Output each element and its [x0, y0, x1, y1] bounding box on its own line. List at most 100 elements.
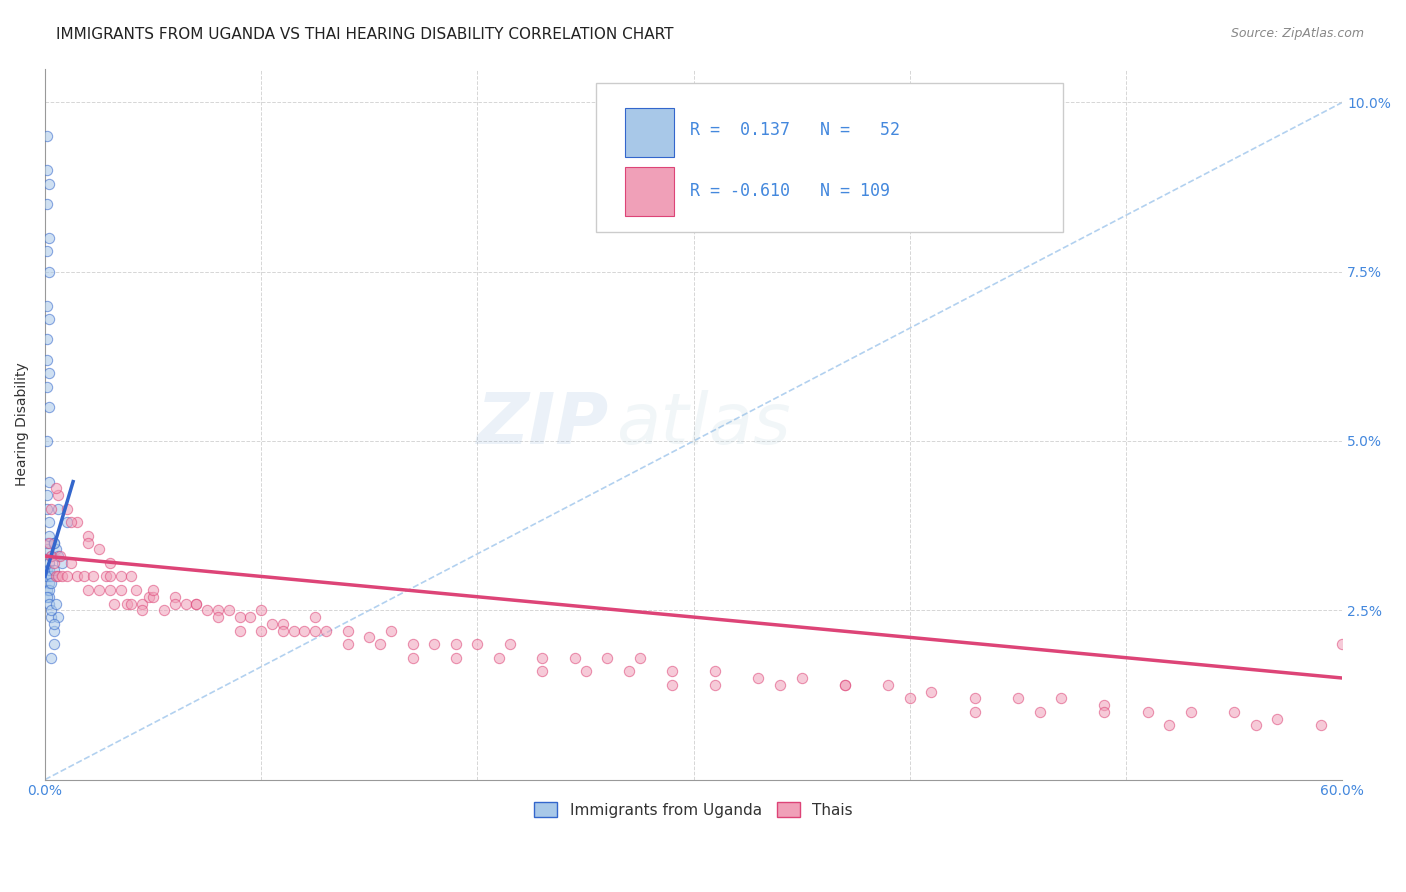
- Point: [1309, 718, 1331, 732]
- Point: [38, 556, 60, 570]
- Point: [423, 637, 446, 651]
- Point: [38, 590, 60, 604]
- Point: [49, 549, 72, 563]
- Point: [38, 582, 60, 597]
- Point: [163, 597, 186, 611]
- Point: [42, 616, 65, 631]
- Point: [163, 590, 186, 604]
- Point: [531, 665, 554, 679]
- Point: [98, 582, 121, 597]
- Point: [98, 556, 121, 570]
- Point: [239, 610, 262, 624]
- FancyBboxPatch shape: [596, 83, 1063, 232]
- Point: [94, 569, 117, 583]
- Point: [1094, 698, 1116, 712]
- Point: [41, 576, 63, 591]
- Point: [336, 624, 359, 638]
- Point: [55, 501, 77, 516]
- Point: [46, 488, 69, 502]
- Point: [42, 563, 65, 577]
- Point: [77, 535, 100, 549]
- Point: [45, 482, 67, 496]
- Point: [42, 556, 65, 570]
- Point: [38, 366, 60, 380]
- Point: [41, 610, 63, 624]
- Text: ZIP: ZIP: [477, 390, 609, 458]
- Point: [174, 597, 197, 611]
- Point: [42, 637, 65, 651]
- Point: [1331, 637, 1354, 651]
- Y-axis label: Hearing Disability: Hearing Disability: [15, 362, 30, 486]
- Point: [98, 569, 121, 583]
- Point: [87, 542, 110, 557]
- Point: [142, 582, 165, 597]
- Point: [55, 515, 77, 529]
- Point: [38, 177, 60, 191]
- Point: [769, 678, 792, 692]
- Point: [82, 569, 104, 583]
- Text: IMMIGRANTS FROM UGANDA VS THAI HEARING DISABILITY CORRELATION CHART: IMMIGRANTS FROM UGANDA VS THAI HEARING D…: [56, 27, 673, 42]
- Point: [37, 542, 59, 557]
- Point: [73, 569, 96, 583]
- Point: [37, 333, 59, 347]
- Point: [131, 603, 153, 617]
- Point: [38, 312, 60, 326]
- Point: [120, 597, 142, 611]
- Point: [110, 582, 132, 597]
- Point: [228, 610, 250, 624]
- Point: [380, 624, 402, 638]
- Point: [1267, 712, 1289, 726]
- Point: [51, 556, 73, 570]
- Point: [38, 231, 60, 245]
- Point: [41, 549, 63, 563]
- Point: [37, 244, 59, 259]
- Point: [41, 650, 63, 665]
- Point: [564, 650, 586, 665]
- FancyBboxPatch shape: [624, 108, 673, 157]
- Point: [38, 569, 60, 583]
- Point: [207, 610, 229, 624]
- Point: [963, 691, 986, 706]
- Point: [898, 691, 921, 706]
- Point: [790, 671, 813, 685]
- Point: [294, 624, 316, 638]
- Point: [574, 665, 596, 679]
- Point: [228, 624, 250, 638]
- FancyBboxPatch shape: [624, 167, 673, 217]
- Point: [250, 624, 273, 638]
- Point: [617, 665, 640, 679]
- Point: [45, 542, 67, 557]
- Point: [304, 624, 326, 638]
- Point: [37, 163, 59, 178]
- Point: [1028, 705, 1050, 719]
- Point: [260, 616, 283, 631]
- Point: [834, 678, 856, 692]
- Point: [42, 535, 65, 549]
- Point: [186, 597, 208, 611]
- Point: [51, 569, 73, 583]
- Point: [444, 650, 467, 665]
- Point: [628, 650, 651, 665]
- Point: [359, 631, 381, 645]
- Point: [37, 535, 59, 549]
- Point: [920, 684, 942, 698]
- Point: [46, 549, 69, 563]
- Point: [271, 624, 294, 638]
- Point: [250, 603, 273, 617]
- Point: [963, 705, 986, 719]
- Point: [46, 610, 69, 624]
- Point: [444, 637, 467, 651]
- Point: [77, 582, 100, 597]
- Point: [368, 637, 391, 651]
- Point: [46, 569, 69, 583]
- Text: atlas: atlas: [616, 390, 790, 458]
- Point: [218, 603, 240, 617]
- Point: [37, 352, 59, 367]
- Point: [38, 265, 60, 279]
- Point: [37, 299, 59, 313]
- Point: [661, 678, 683, 692]
- Point: [38, 529, 60, 543]
- Point: [37, 563, 59, 577]
- Point: [37, 129, 59, 144]
- Point: [704, 678, 727, 692]
